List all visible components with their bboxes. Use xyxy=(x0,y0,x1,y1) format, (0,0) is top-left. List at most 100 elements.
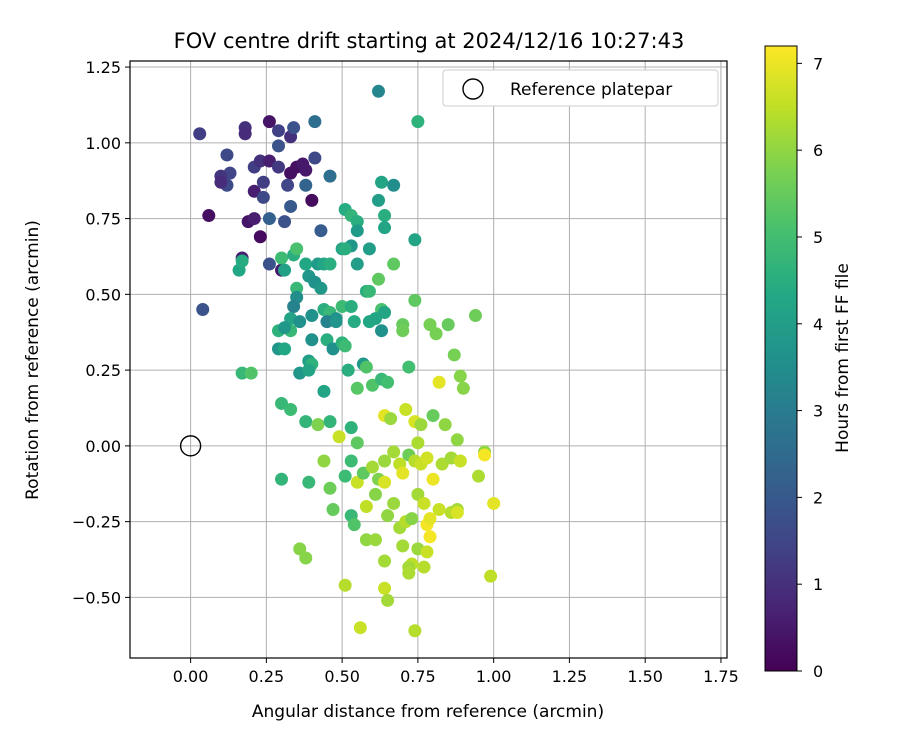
scatter-point xyxy=(299,551,313,565)
scatter-point xyxy=(271,160,285,174)
scatter-point xyxy=(411,436,425,450)
scatter-point xyxy=(375,175,389,189)
colorbar-ticks: 0 1 2 3 4 5 6 7 xyxy=(797,54,823,681)
y-axis-label: Rotation from reference (arcmin) xyxy=(23,220,43,500)
scatter-point xyxy=(423,512,437,526)
x-tick-label: 0.00 xyxy=(173,667,209,686)
scatter-point xyxy=(453,369,467,383)
scatter-point xyxy=(399,403,413,417)
scatter-point xyxy=(287,299,301,313)
scatter-point xyxy=(441,318,455,332)
scatter-point xyxy=(378,221,392,235)
x-tick-label: 1.00 xyxy=(476,667,512,686)
scatter-point xyxy=(275,251,289,265)
chart-title: FOV centre drift starting at 2024/12/16 … xyxy=(174,29,685,53)
colorbar-label: Hours from first FF file xyxy=(833,263,853,453)
scatter-point xyxy=(287,121,301,135)
scatter-point xyxy=(362,242,376,256)
scatter-point xyxy=(253,154,267,168)
scatter-point xyxy=(338,578,352,592)
scatter-point xyxy=(341,363,355,377)
scatter-point xyxy=(396,539,410,553)
scatter-point xyxy=(420,545,434,559)
scatter-point xyxy=(305,193,319,207)
colorbar-tick-label: 3 xyxy=(813,402,823,421)
scatter-point xyxy=(281,178,295,192)
scatter-point xyxy=(484,569,498,583)
scatter-point xyxy=(235,254,249,268)
scatter-point xyxy=(365,460,379,474)
scatter-point xyxy=(387,178,401,192)
scatter-point xyxy=(275,472,289,486)
scatter-point xyxy=(353,621,367,635)
colorbar-tick-label: 4 xyxy=(813,315,823,334)
scatter-point xyxy=(411,115,425,129)
scatter-point xyxy=(323,169,337,183)
scatter-point xyxy=(438,418,452,432)
scatter-point xyxy=(256,190,270,204)
scatter-point xyxy=(338,469,352,483)
scatter-point xyxy=(350,224,364,238)
scatter-point xyxy=(302,363,316,377)
scatter-point xyxy=(323,415,337,429)
scatter-point xyxy=(238,127,252,141)
scatter-point xyxy=(196,302,210,316)
scatter-point xyxy=(235,366,249,380)
scatter-point xyxy=(384,412,398,426)
scatter-point xyxy=(284,199,298,213)
scatter-point xyxy=(320,315,334,329)
y-tick-label: 0.00 xyxy=(85,437,121,456)
scatter-point xyxy=(387,445,401,459)
scatter-point xyxy=(417,560,431,574)
scatter-point xyxy=(326,503,340,517)
scatter-point xyxy=(432,375,446,389)
scatter-point xyxy=(347,315,361,329)
y-axis-ticks: −0.50 −0.25 0.00 0.25 0.50 0.75 1.00 1.25 xyxy=(72,58,130,607)
scatter-point xyxy=(371,272,385,286)
scatter-point xyxy=(253,230,267,244)
scatter-point xyxy=(278,215,292,229)
scatter-point xyxy=(405,512,419,526)
scatter-point xyxy=(420,451,434,465)
y-tick-label: 0.50 xyxy=(85,285,121,304)
scatter-point xyxy=(262,115,276,129)
scatter-point xyxy=(378,475,392,489)
y-tick-label: −0.50 xyxy=(72,588,121,607)
scatter-point xyxy=(271,124,285,138)
scatter-point xyxy=(314,224,328,238)
scatter-point xyxy=(299,415,313,429)
scatter-point xyxy=(350,257,364,271)
scatter-point xyxy=(305,309,319,323)
scatter-point xyxy=(381,375,395,389)
scatter-point xyxy=(308,151,322,165)
x-tick-label: 0.50 xyxy=(324,667,360,686)
grid xyxy=(130,61,727,658)
scatter-point xyxy=(378,554,392,568)
scatter-point xyxy=(378,454,392,468)
scatter-point xyxy=(271,139,285,153)
scatter-point xyxy=(426,472,440,486)
y-tick-label: 1.00 xyxy=(85,134,121,153)
scatter-point xyxy=(278,342,292,356)
scatter-point xyxy=(350,215,364,229)
scatter-point xyxy=(299,257,313,271)
scatter-point xyxy=(359,360,373,374)
scatter-point xyxy=(262,257,276,271)
x-tick-label: 0.25 xyxy=(249,667,285,686)
scatter-point xyxy=(293,315,307,329)
scatter-point xyxy=(350,436,364,450)
scatter-point xyxy=(487,496,501,510)
scatter-point xyxy=(332,430,346,444)
scatter-point xyxy=(429,327,443,341)
scatter-point xyxy=(408,293,422,307)
scatter-point xyxy=(450,433,464,447)
scatter-point xyxy=(305,333,319,347)
scatter-point xyxy=(408,624,422,638)
scatter-point xyxy=(308,115,322,129)
scatter-point xyxy=(368,533,382,547)
colorbar-tick-label: 5 xyxy=(813,228,823,247)
scatter-point xyxy=(432,503,446,517)
scatter-point xyxy=(359,499,373,513)
colorbar-tick-label: 2 xyxy=(813,488,823,507)
data-points xyxy=(193,84,501,638)
